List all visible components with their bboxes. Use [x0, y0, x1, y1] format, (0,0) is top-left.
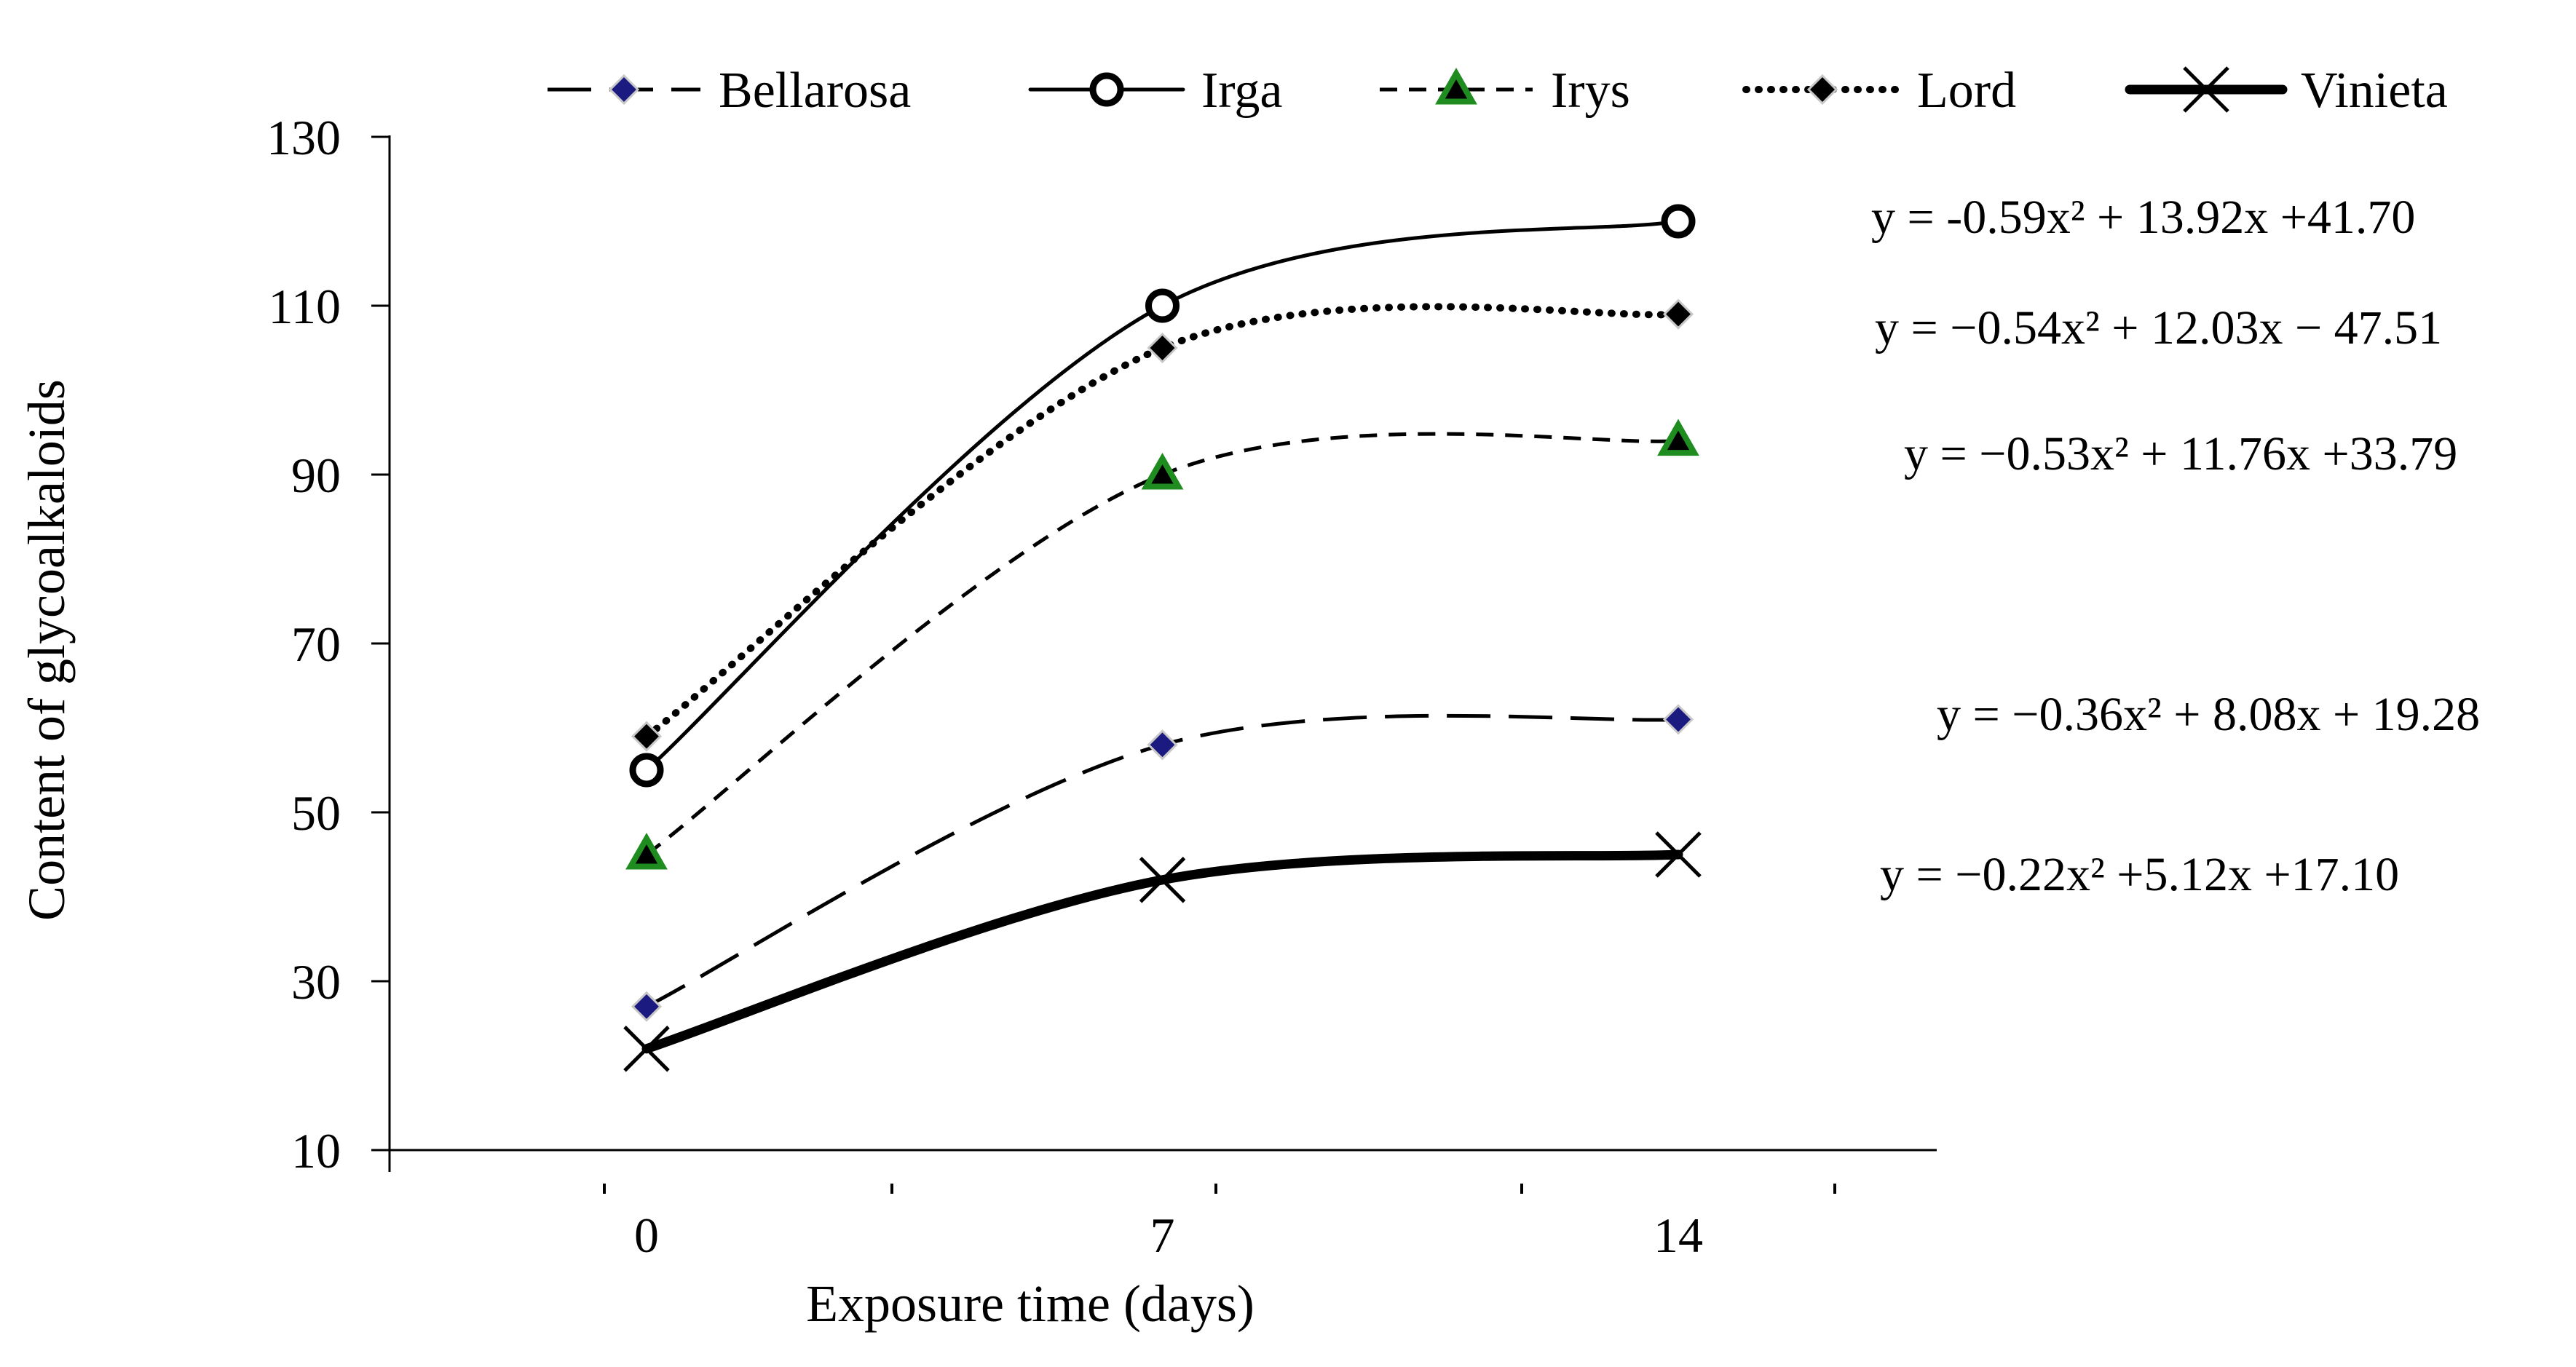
- legend-label: Lord: [1917, 63, 2016, 119]
- trend-equations: y = −0.36x² + 8.08x + 19.28 y = -0.59x² +…: [1871, 191, 2480, 901]
- legend-swatch-marker: [1089, 72, 1124, 107]
- legend-label: Irys: [1551, 63, 1630, 119]
- trend-equation-lord: y = −0.54x² + 12.03x − 47.51: [1875, 301, 2442, 354]
- legend-item-bellarosa: Bellarosa: [548, 63, 911, 119]
- legend-swatch-marker: [608, 74, 640, 106]
- data-point-irga: [629, 753, 664, 788]
- data-point-bellarosa: [631, 991, 663, 1022]
- series-line-lord: [643, 303, 1682, 740]
- data-point-lord: [1147, 332, 1178, 364]
- trend-equation-bellarosa: y = −0.36x² + 8.08x + 19.28: [1937, 688, 2480, 741]
- data-point-irys: [625, 832, 668, 870]
- data-point-irys: [1141, 452, 1184, 490]
- y-tick-label: 110: [269, 279, 341, 334]
- data-point-vinieta: [1139, 857, 1186, 903]
- trend-equation-irys: y = −0.53x² + 11.76x +33.79: [1904, 427, 2457, 480]
- y-tick-label: 130: [266, 110, 341, 165]
- x-tick-labels: 0 7 14: [634, 1208, 1703, 1263]
- trend-equation-vinieta: y = −0.22x² +5.12x +17.10: [1880, 848, 2399, 901]
- data-point-lord: [1662, 298, 1694, 330]
- legend-swatch-marker: [1806, 74, 1838, 106]
- legend-item-irga: Irga: [1028, 63, 1282, 119]
- x-axis-label: Exposure time (days): [806, 1275, 1255, 1333]
- legend: Bellarosa Irga Irys Lord Vinieta: [548, 63, 2448, 119]
- series-line-vinieta: [641, 849, 1683, 1054]
- data-point-lord: [631, 721, 663, 752]
- x-tick-label: 7: [1150, 1208, 1175, 1263]
- series-markers: [623, 204, 1702, 1072]
- y-ticks: 10 30 50 70 90 110 130: [266, 110, 390, 1178]
- legend-item-vinieta: Vinieta: [2125, 63, 2448, 119]
- legend-swatch-marker: [2183, 66, 2229, 113]
- data-point-vinieta: [1655, 831, 1702, 878]
- y-tick-label: 50: [291, 785, 341, 841]
- legend-swatch-marker: [1435, 67, 1477, 105]
- data-point-irga: [1145, 288, 1180, 323]
- trend-equation-irga: y = -0.59x² + 13.92x +41.70: [1871, 191, 2415, 244]
- legend-label: Vinieta: [2301, 63, 2448, 119]
- x-tick-label: 0: [634, 1208, 659, 1263]
- y-tick-label: 10: [291, 1123, 341, 1178]
- legend-label: Bellarosa: [719, 63, 911, 119]
- data-point-bellarosa: [1662, 704, 1694, 735]
- series-line-irys: [645, 432, 1679, 857]
- x-axis-ticks: [603, 1184, 1836, 1194]
- y-tick-label: 70: [291, 617, 341, 672]
- data-point-bellarosa: [1147, 729, 1178, 761]
- y-axis-label: Content of glycoalkaloids: [17, 379, 76, 921]
- x-tick-label: 14: [1654, 1208, 1703, 1263]
- data-point-irys: [1657, 419, 1699, 456]
- legend-item-irys: Irys: [1380, 63, 1630, 119]
- legend-label: Irga: [1201, 63, 1282, 119]
- data-point-irga: [1661, 204, 1696, 239]
- data-point-vinieta: [623, 1026, 670, 1072]
- y-tick-label: 90: [291, 448, 341, 503]
- series-line-irga: [644, 219, 1680, 772]
- legend-item-lord: Lord: [1742, 63, 2016, 119]
- y-tick-label: 30: [291, 954, 341, 1010]
